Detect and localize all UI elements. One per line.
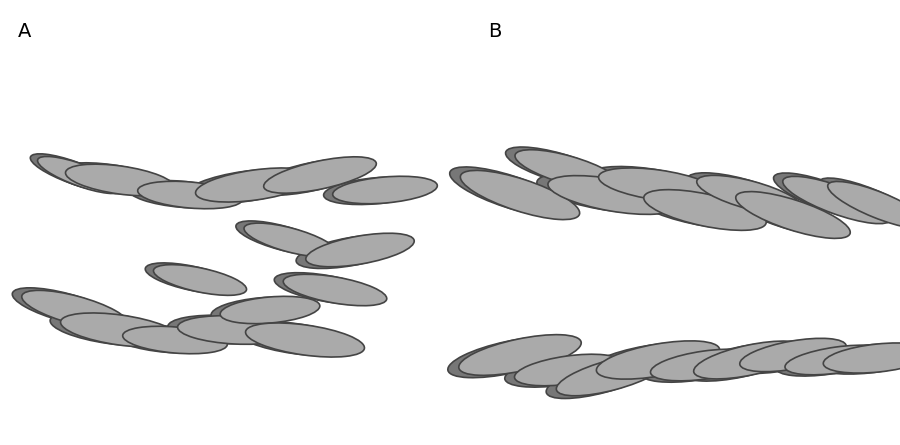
Ellipse shape [683,343,796,381]
Ellipse shape [129,181,233,208]
Ellipse shape [819,178,900,225]
Ellipse shape [296,235,405,268]
Text: A: A [18,22,32,41]
Ellipse shape [515,150,621,190]
Text: B: B [488,22,501,41]
Ellipse shape [459,335,581,375]
Ellipse shape [776,347,880,376]
Ellipse shape [38,157,122,194]
Ellipse shape [505,356,612,387]
Ellipse shape [515,354,622,386]
Ellipse shape [324,177,428,205]
Ellipse shape [651,349,760,381]
Ellipse shape [333,176,437,204]
Ellipse shape [814,344,900,374]
Ellipse shape [235,321,354,356]
Ellipse shape [783,176,891,224]
Ellipse shape [284,274,387,306]
Ellipse shape [154,265,247,295]
Ellipse shape [254,159,366,195]
Ellipse shape [244,223,336,257]
Ellipse shape [66,164,175,196]
Ellipse shape [537,174,665,212]
Ellipse shape [138,181,242,209]
Ellipse shape [246,323,364,357]
Ellipse shape [264,157,376,193]
Ellipse shape [740,338,846,372]
Ellipse shape [461,170,580,219]
Ellipse shape [585,343,708,381]
Ellipse shape [597,341,720,379]
Ellipse shape [195,168,314,202]
Ellipse shape [220,296,320,324]
Ellipse shape [177,316,292,344]
Ellipse shape [448,337,571,378]
Ellipse shape [145,263,238,294]
Ellipse shape [31,154,115,191]
Ellipse shape [730,340,837,373]
Ellipse shape [122,326,228,354]
Ellipse shape [60,313,179,347]
Ellipse shape [725,188,841,235]
Ellipse shape [735,192,850,239]
Ellipse shape [56,163,165,194]
Ellipse shape [644,190,766,231]
Ellipse shape [828,182,900,229]
Ellipse shape [546,357,658,398]
Ellipse shape [588,166,707,201]
Ellipse shape [506,147,612,188]
Ellipse shape [548,176,676,214]
Ellipse shape [450,167,569,216]
Ellipse shape [167,315,283,344]
Ellipse shape [22,291,128,330]
Ellipse shape [556,354,668,396]
Ellipse shape [785,345,889,375]
Ellipse shape [13,288,119,327]
Ellipse shape [824,343,900,373]
Ellipse shape [113,325,218,353]
Ellipse shape [306,233,414,267]
Ellipse shape [641,351,750,382]
Ellipse shape [598,168,717,202]
Ellipse shape [773,173,882,220]
Ellipse shape [697,175,803,214]
Ellipse shape [185,170,304,203]
Ellipse shape [688,173,794,212]
Ellipse shape [694,341,806,379]
Ellipse shape [236,221,328,255]
Ellipse shape [212,297,310,324]
Ellipse shape [50,312,169,346]
Ellipse shape [274,273,378,304]
Ellipse shape [633,187,755,228]
